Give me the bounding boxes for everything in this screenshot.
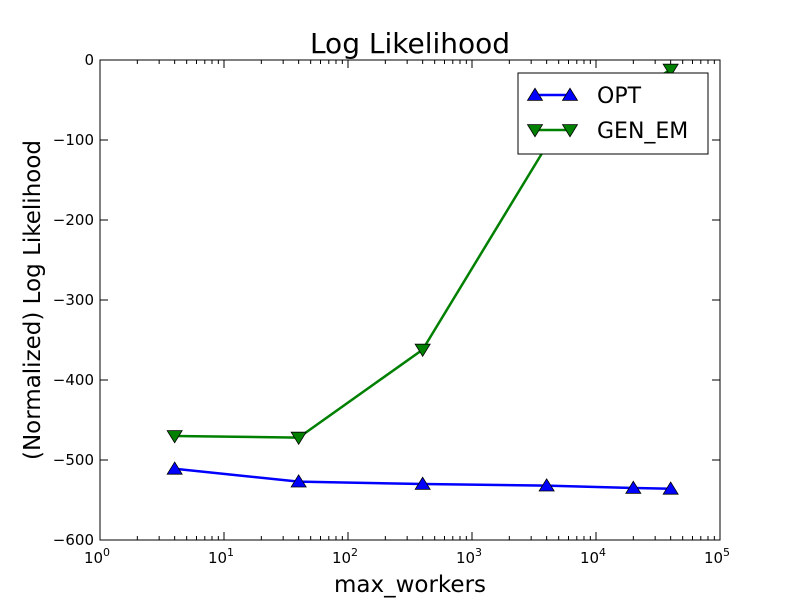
x-tick-exponent: 2 (351, 546, 358, 559)
legend-marker-opt (526, 87, 544, 101)
y-tick-label: −600 (53, 531, 94, 549)
legend-label-gen-em: GEN_EM (597, 119, 688, 144)
data-point-gen-em (290, 431, 307, 446)
x-axis-label: max_workers (334, 572, 486, 598)
y-tick-label: −400 (53, 371, 94, 389)
legend-label-opt: OPT (597, 84, 642, 109)
legend: OPT GEN_EM (517, 72, 709, 155)
data-point-gen-em (414, 343, 431, 358)
data-point-gen-em (166, 430, 183, 444)
legend-marker-gen-em (526, 124, 544, 138)
y-tick-label: −500 (53, 451, 94, 469)
x-tick-exponent: 1 (227, 546, 234, 559)
x-tick-exponent: 0 (103, 546, 110, 559)
data-point-opt (538, 478, 555, 492)
legend-box (517, 72, 709, 155)
y-tick-label: 0 (84, 51, 94, 69)
series-line-opt (174, 467, 671, 491)
y-tick-label: −100 (53, 131, 94, 149)
chart-title: Log Likelihood (310, 27, 510, 60)
y-tick-label: −300 (53, 291, 94, 309)
y-axis-label: (Normalized) Log Likelihood (20, 140, 46, 460)
x-tick-exponent: 3 (475, 546, 482, 559)
legend-marker-gen-em (561, 124, 579, 138)
x-tick-exponent: 5 (723, 546, 730, 559)
data-point-opt (662, 481, 679, 495)
plot-area-frame (99, 59, 721, 541)
data-point-opt (166, 461, 183, 475)
data-point-opt (625, 480, 642, 494)
data-point-gen-em (662, 63, 679, 78)
data-point-opt (290, 474, 307, 488)
y-tick-label: −200 (53, 211, 94, 229)
legend-marker-opt (561, 87, 579, 101)
x-tick-exponent: 4 (599, 546, 606, 559)
data-point-opt (414, 476, 431, 490)
